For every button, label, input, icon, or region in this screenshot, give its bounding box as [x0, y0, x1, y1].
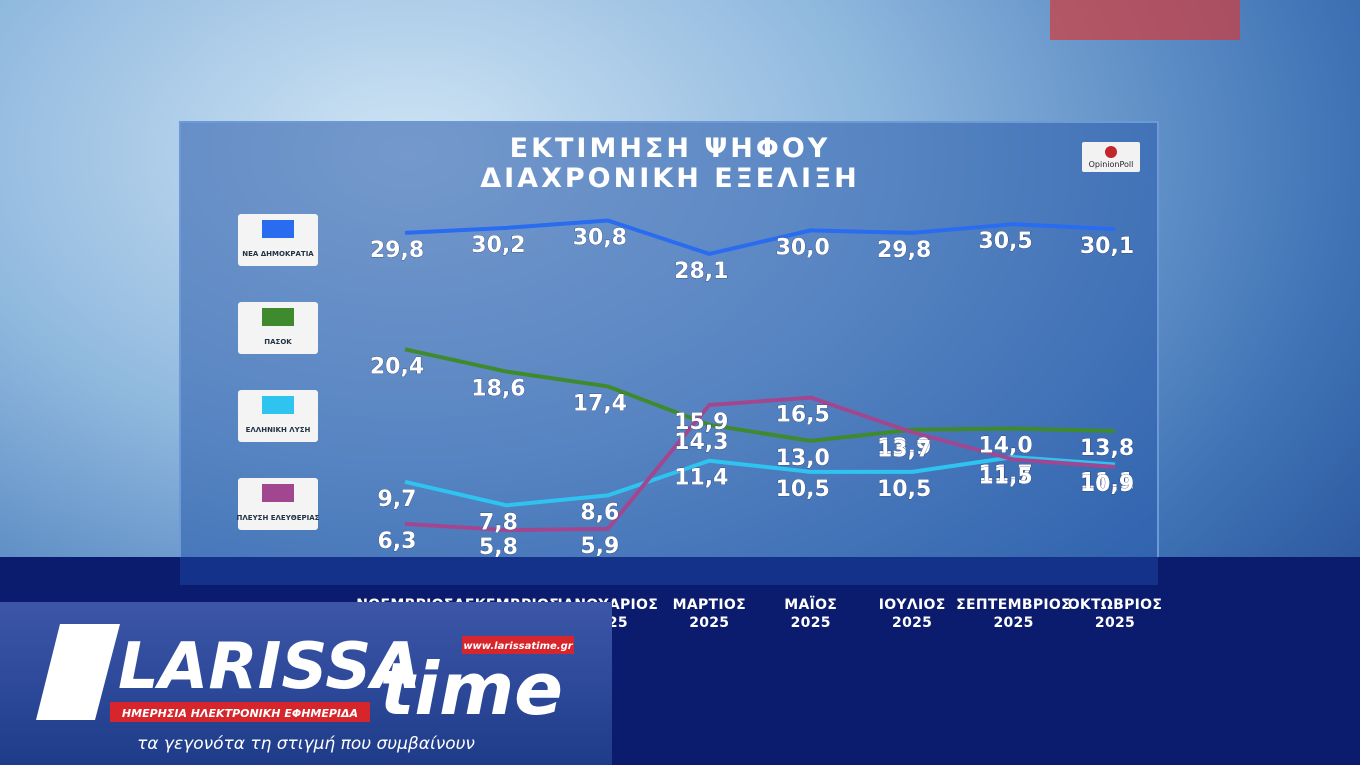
- legend-swatch: [262, 484, 294, 502]
- legend-label: ΕΛΛΗΝΙΚΗ ΛΥΣΗ: [246, 426, 311, 434]
- panel-footer: [180, 557, 1158, 585]
- value-label: 20,4: [370, 354, 424, 379]
- value-label: 10,9: [1080, 472, 1134, 497]
- value-label: 5,9: [580, 534, 619, 559]
- value-label: 28,1: [674, 259, 728, 284]
- value-label: 29,8: [877, 238, 931, 263]
- logo-name: LARISSA: [118, 630, 421, 704]
- background-shape: [1050, 0, 1240, 40]
- value-label: 29,8: [370, 238, 424, 263]
- value-label: 5,8: [479, 535, 518, 560]
- x-tick-label: ΟΚΤΩΒΡΙΟΣ 2025: [1067, 597, 1163, 631]
- value-label: 11,7: [978, 462, 1032, 487]
- legend-label: ΠΛΕΥΣΗ ΕΛΕΥΘΕΡΙΑΣ: [237, 514, 320, 522]
- legend-box: [238, 390, 318, 442]
- value-label: 11,4: [674, 466, 728, 491]
- value-label: 14,3: [674, 430, 728, 455]
- value-label: 30,0: [776, 235, 830, 260]
- value-label: 7,8: [479, 510, 518, 535]
- value-label: 14,0: [978, 434, 1032, 459]
- legend-swatch: [262, 396, 294, 414]
- value-label: 13,9: [877, 435, 931, 460]
- logo-l-shape: [36, 624, 120, 720]
- series-line: [404, 347, 1116, 443]
- site-badge: [462, 636, 574, 654]
- x-tick-label: ΜΑΪΟΣ 2025: [784, 597, 838, 631]
- value-label: 16,5: [776, 403, 830, 428]
- chart-subtitle: ΔΙΑΧΡΟΝΙΚΗ ΕΞΕΛΙΞΗ: [480, 163, 860, 194]
- legend-swatch: [262, 220, 294, 238]
- value-label: 11,5: [978, 465, 1032, 490]
- value-label: 30,8: [573, 225, 627, 250]
- value-label: 13,7: [877, 437, 931, 462]
- logo-name2: time: [380, 647, 563, 731]
- logo: LARISSA time www.larissatime.gr ΗΜΕΡΗΣΙΑ…: [36, 624, 574, 754]
- tagline-band: [110, 702, 370, 722]
- x-tick-label: ΙΟΥΛΙΟΣ 2025: [878, 597, 946, 631]
- legend-label: ΠΑΣΟΚ: [264, 338, 292, 346]
- value-label: 30,5: [978, 229, 1032, 254]
- value-label: 30,2: [471, 233, 525, 258]
- value-label: 8,6: [580, 500, 619, 525]
- value-label: 9,7: [378, 487, 417, 512]
- value-label: 30,1: [1080, 234, 1134, 259]
- value-label: 15,9: [674, 410, 728, 435]
- legend-label: ΝΕΑ ΔΗΜΟΚΡΑΤΙΑ: [242, 250, 314, 258]
- legend-swatch: [262, 308, 294, 326]
- series-line: [404, 218, 1116, 256]
- value-label: 13,0: [776, 446, 830, 471]
- legend-box: [238, 214, 318, 266]
- panel: [179, 121, 1159, 586]
- legend-box: [238, 478, 318, 530]
- tagline: ΗΜΕΡΗΣΙΑ ΗΛΕΚΤΡΟΝΙΚΗ ΕΦΗΜΕΡΙΔΑ: [122, 707, 358, 720]
- value-label: 13,8: [1080, 436, 1134, 461]
- value-label: 6,3: [378, 529, 417, 554]
- site: www.larissatime.gr: [463, 641, 573, 652]
- chart-title: ΕΚΤΙΜΗΣΗ ΨΗΦΟΥ: [510, 133, 831, 164]
- value-label: 17,4: [573, 391, 627, 416]
- source-icon: [1105, 146, 1117, 158]
- x-tick-label: ΣΕΠΤΕΜΒΡΙΟΣ 2025: [956, 597, 1071, 631]
- series-line: [404, 395, 1116, 533]
- legend-box: [238, 302, 318, 354]
- x-tick-label: ΜΑΡΤΙΟΣ 2025: [672, 597, 746, 631]
- source-label: OpinionPoll: [1089, 160, 1134, 169]
- value-label: 10,5: [776, 477, 830, 502]
- value-label: 18,6: [471, 377, 525, 402]
- value-label: 10,5: [877, 477, 931, 502]
- slogan: τα γεγονότα τη στιγμή που συμβαίνουν: [137, 734, 475, 754]
- value-label: 11,1: [1080, 469, 1134, 494]
- series-line: [404, 455, 1116, 508]
- logo-box: LARISSA time www.larissatime.gr ΗΜΕΡΗΣΙΑ…: [0, 602, 612, 765]
